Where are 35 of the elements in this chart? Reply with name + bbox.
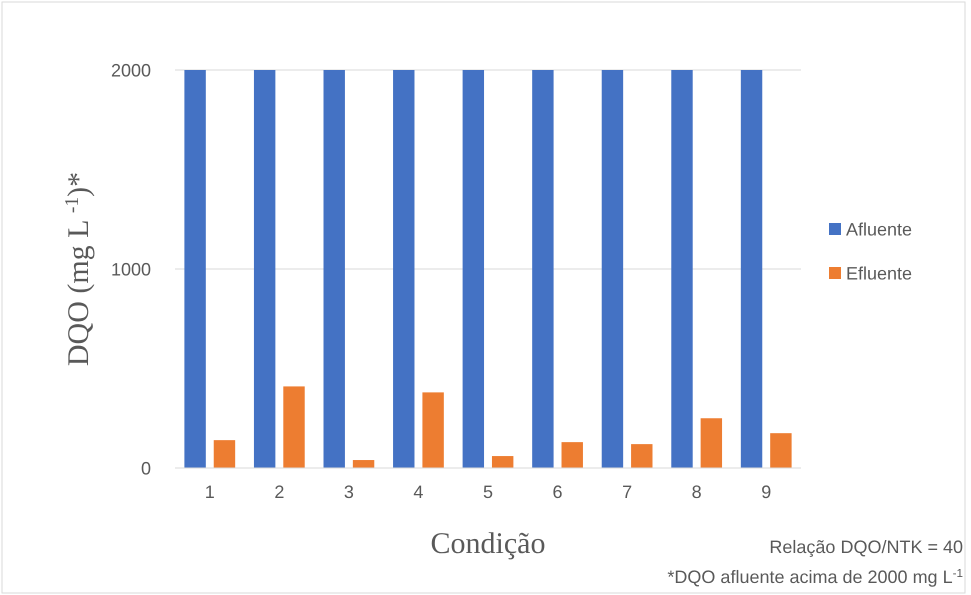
- y-tick-label: 0: [140, 458, 151, 478]
- bar: [184, 70, 206, 468]
- bar: [254, 70, 276, 468]
- bar: [352, 460, 374, 468]
- text: *DQO afluente acima de 2000 mg L$^{-1}$: [667, 566, 963, 587]
- y-tick-label: 2000: [110, 60, 151, 80]
- text: Relação DQO/NTK = 40: [769, 537, 963, 557]
- x-axis-title: Condição: [430, 527, 546, 560]
- x-tick-label: 4: [413, 482, 424, 502]
- legend-label: Efluente: [846, 263, 912, 284]
- x-tick-label: 9: [761, 482, 772, 502]
- bar: [283, 386, 305, 468]
- bar: [214, 440, 236, 468]
- x-tick-label: 6: [552, 482, 563, 502]
- y-tick-label: 1000: [110, 259, 151, 280]
- bar: [393, 70, 414, 468]
- x-tick-label: 1: [204, 482, 215, 502]
- bar: [562, 442, 583, 468]
- bar: [770, 433, 792, 468]
- bar: [700, 418, 722, 468]
- bar: [492, 456, 514, 468]
- bar: [602, 70, 624, 468]
- x-tick-label: 7: [622, 482, 632, 502]
- bar: [324, 70, 345, 468]
- x-tick-label: 2: [274, 482, 284, 502]
- bar: [631, 444, 652, 468]
- bar: [422, 392, 444, 468]
- bar: [671, 70, 693, 468]
- bar: [462, 70, 484, 468]
- x-tick-label: 5: [482, 482, 494, 502]
- bar: [740, 70, 762, 468]
- x-tick-label: 8: [692, 482, 702, 502]
- x-tick-label: 3: [344, 482, 354, 502]
- bar: [532, 70, 554, 468]
- legend-label: Afluente: [846, 219, 912, 240]
